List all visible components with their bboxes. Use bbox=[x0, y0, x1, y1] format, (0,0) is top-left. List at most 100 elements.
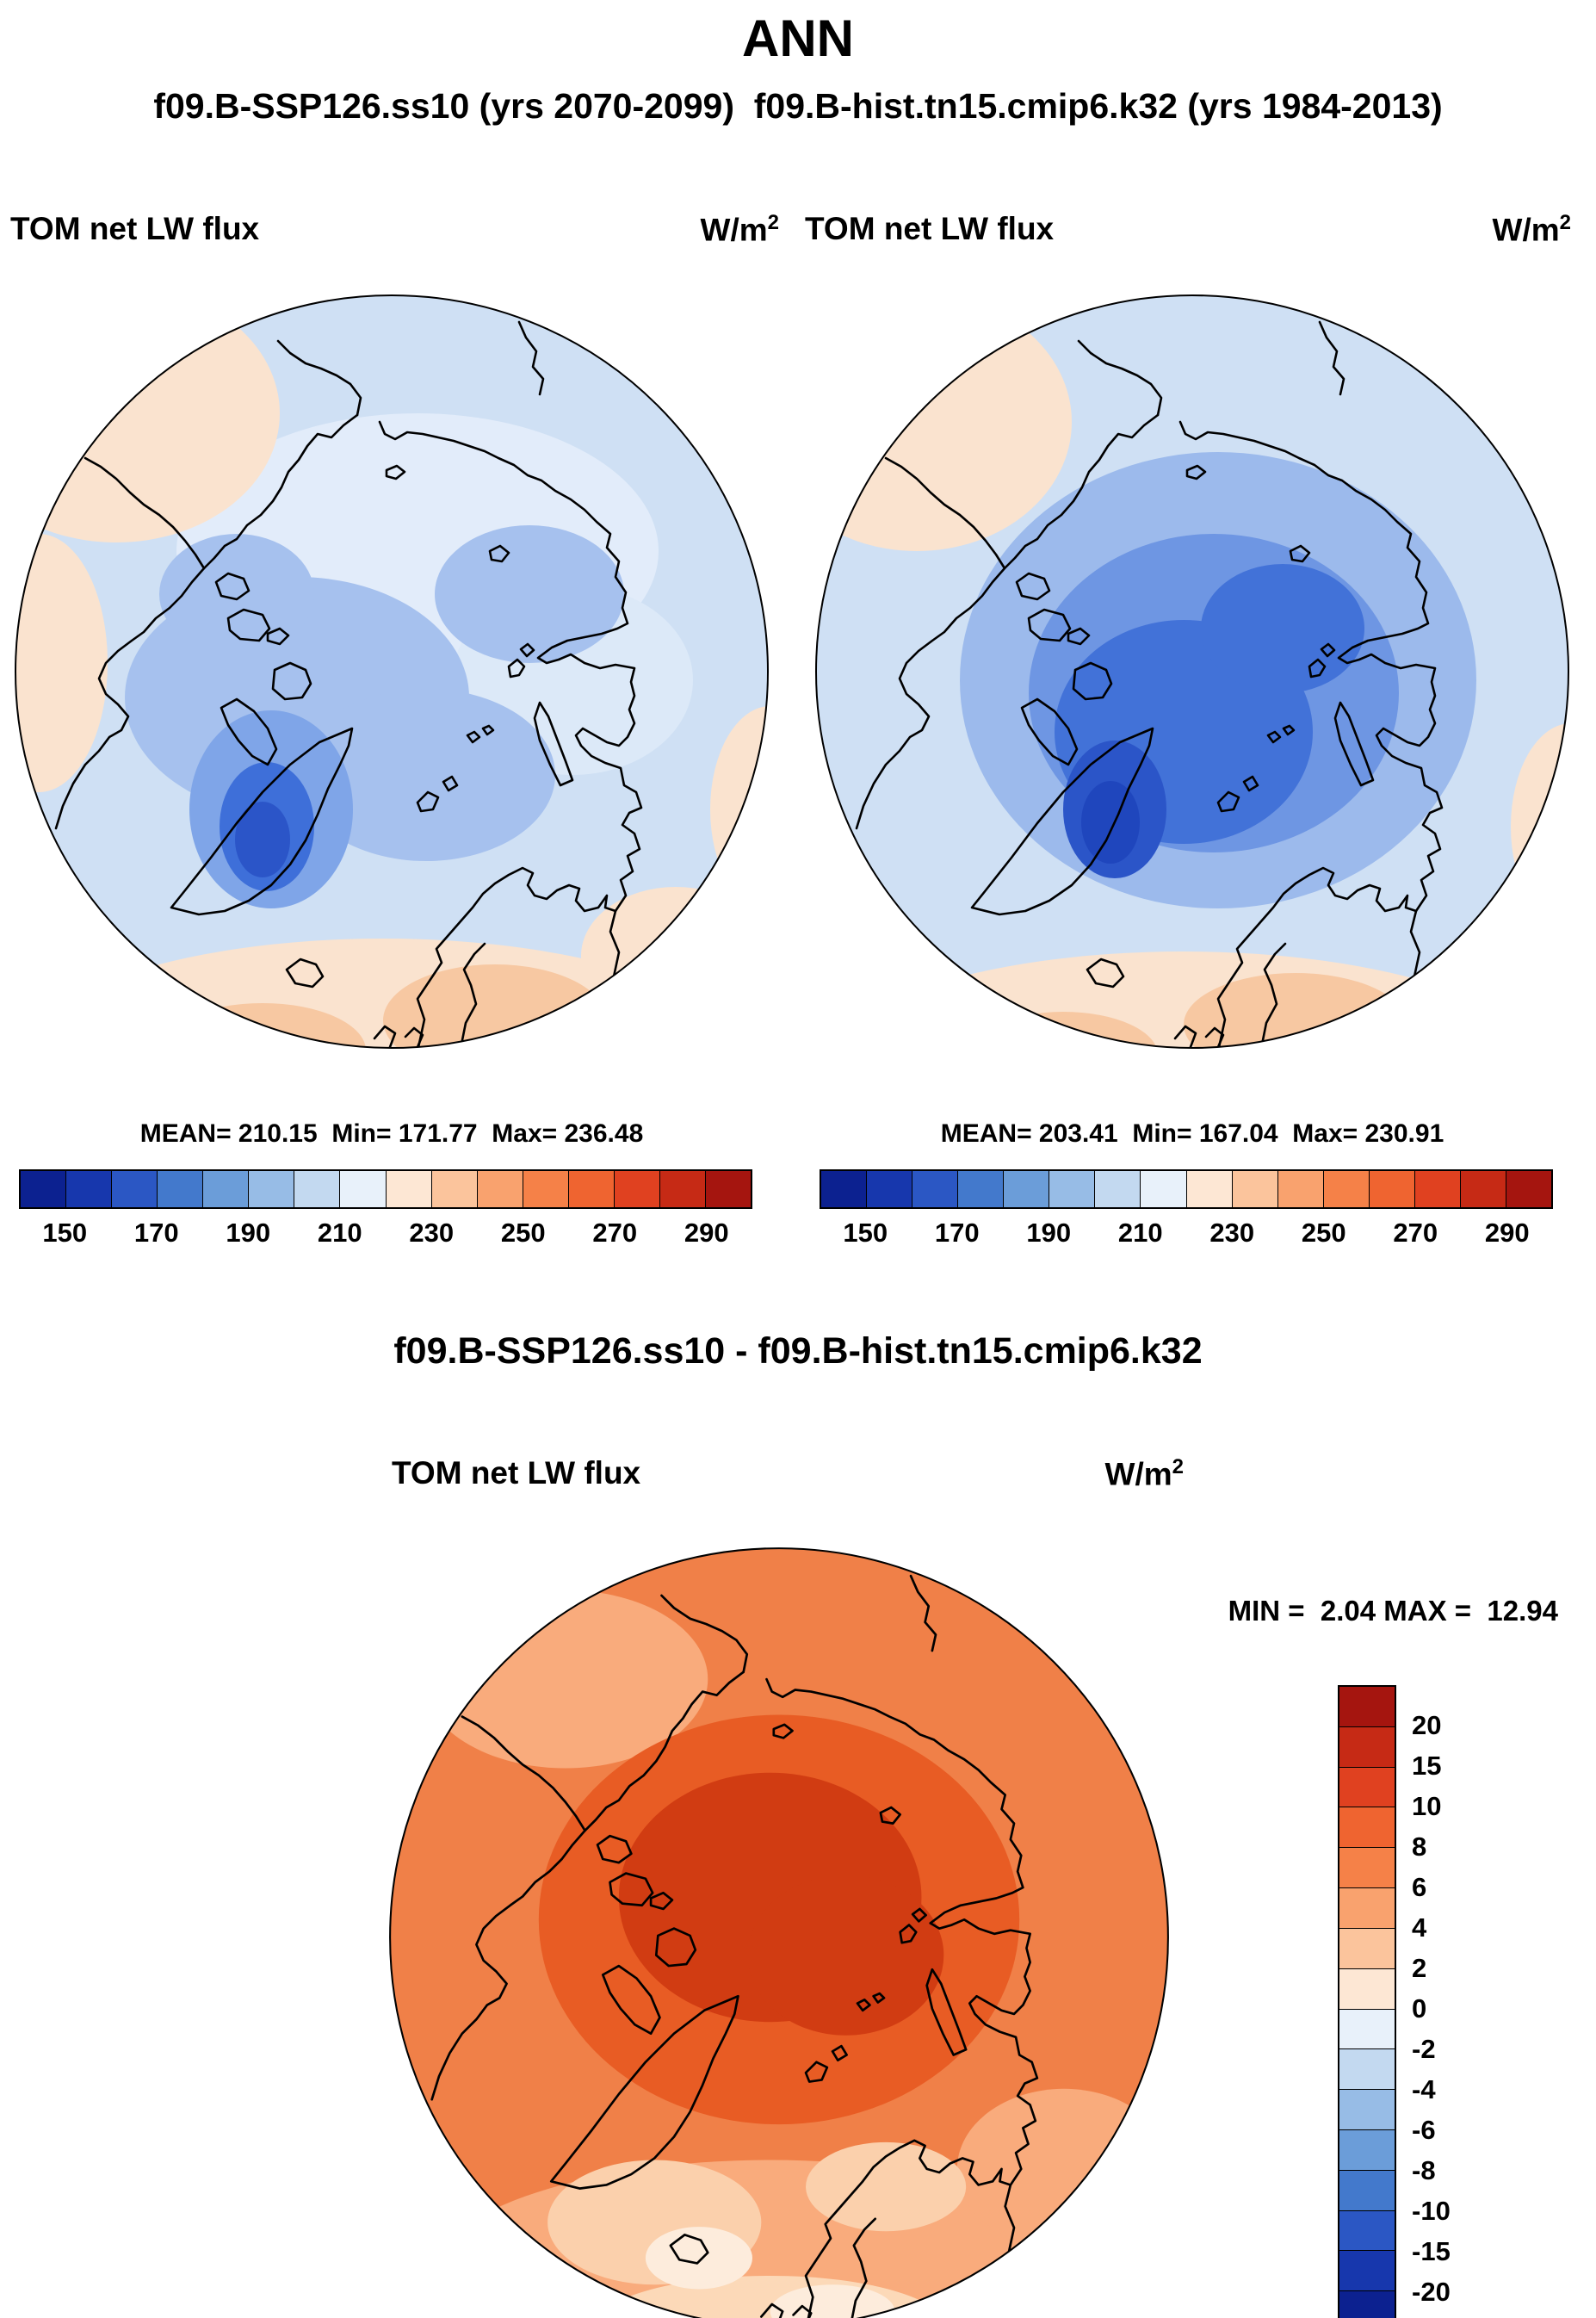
colorbar-tick-label: 4 bbox=[1412, 1912, 1427, 1943]
colorbar-cell bbox=[821, 1171, 868, 1207]
field-label-right: TOM net LW flux bbox=[805, 211, 1055, 246]
colorbar-tick-label: 270 bbox=[592, 1218, 638, 1248]
colorbar-cell bbox=[867, 1171, 913, 1207]
colorbar-vertical-diff bbox=[1338, 1685, 1396, 2318]
colorbar-cell bbox=[1004, 1171, 1050, 1207]
colorbar-cell bbox=[1049, 1171, 1096, 1207]
colorbar-tick-label: 15 bbox=[1412, 1751, 1442, 1781]
colorbar-cell bbox=[1232, 1171, 1278, 1207]
colorbar-cell bbox=[1339, 2049, 1395, 2091]
panel-header-left: TOM net LW flux W/m2 bbox=[10, 211, 779, 248]
colorbar-tick-label: -15 bbox=[1412, 2236, 1451, 2266]
colorbar-cell bbox=[1339, 2090, 1395, 2130]
colorbar-tick-label: -4 bbox=[1412, 2074, 1436, 2104]
colorbar-tick-label: -2 bbox=[1412, 2034, 1436, 2064]
colorbar-cell bbox=[1369, 1171, 1415, 1207]
colorbar-tick-label: 230 bbox=[409, 1218, 455, 1248]
colorbar-cell bbox=[958, 1171, 1005, 1207]
map-ssp126 bbox=[15, 294, 769, 1049]
colorbar-cell bbox=[203, 1171, 250, 1207]
colorbar-cell bbox=[1339, 1807, 1395, 1849]
colorbar-cell bbox=[66, 1171, 113, 1207]
map-boundary-circle bbox=[15, 294, 769, 1049]
colorbar-tick-label: 230 bbox=[1209, 1218, 1255, 1248]
colorbar-cell bbox=[659, 1171, 706, 1207]
colorbar-ticks-right: 150 170 190 210 230 250 270 290 bbox=[820, 1218, 1553, 1252]
colorbar-tick-label: 210 bbox=[1117, 1218, 1163, 1248]
colorbar-tick-label: 270 bbox=[1393, 1218, 1438, 1248]
colorbar-tick-label: 250 bbox=[1301, 1218, 1346, 1248]
colorbar-cell bbox=[21, 1171, 67, 1207]
colorbar-cell bbox=[523, 1171, 569, 1207]
colorbar-tick-label: 170 bbox=[934, 1218, 980, 1248]
colorbar-cell bbox=[1339, 2170, 1395, 2211]
flux-field-ssp126 bbox=[15, 295, 768, 1048]
map-boundary-circle bbox=[815, 294, 1569, 1049]
units-label-right: W/m2 bbox=[1492, 211, 1571, 248]
colorbar-tick-label: 8 bbox=[1412, 1831, 1427, 1862]
colorbar-cell bbox=[1277, 1171, 1324, 1207]
colorbar-cell bbox=[1339, 1928, 1395, 1969]
colorbar-cell bbox=[1506, 1171, 1551, 1207]
colorbar-cell bbox=[1323, 1171, 1370, 1207]
colorbar-cell bbox=[1339, 2129, 1395, 2171]
colorbar-cell bbox=[1141, 1171, 1187, 1207]
page-title: ANN bbox=[742, 9, 854, 67]
colorbar-cell bbox=[1339, 2251, 1395, 2292]
colorbar-cell bbox=[112, 1171, 158, 1207]
colorbar-cell bbox=[386, 1171, 432, 1207]
colorbar-cell bbox=[912, 1171, 959, 1207]
flux-field-diff bbox=[390, 1548, 1168, 2318]
colorbar-ticks-diff: 20 15 10 8 6 4 2 0 -2 -4 -6 -8 -10 -15 -20 bbox=[1412, 1685, 1489, 2318]
colorbar-tick-label: 150 bbox=[42, 1218, 88, 1248]
colorbar-cell bbox=[1339, 2009, 1395, 2050]
subtitle-runs: f09.B-SSP126.ss10 (yrs 2070-2099) f09.B-… bbox=[153, 86, 1443, 126]
colorbar-tick-label: 0 bbox=[1412, 1993, 1427, 2024]
panel-header-right: TOM net LW flux W/m2 bbox=[805, 211, 1571, 248]
colorbar-cell bbox=[1339, 2291, 1395, 2318]
colorbar-cell bbox=[1339, 1888, 1395, 1929]
colorbar-cell bbox=[705, 1171, 751, 1207]
map-boundary-circle bbox=[389, 1547, 1169, 2318]
colorbar-cell bbox=[431, 1171, 478, 1207]
stats-right: MEAN= 203.41 Min= 167.04 Max= 230.91 bbox=[940, 1119, 1444, 1148]
colorbar-ticks-left: 150 170 190 210 230 250 270 290 bbox=[19, 1218, 752, 1252]
colorbar-cell bbox=[1095, 1171, 1141, 1207]
units-label-left: W/m2 bbox=[700, 211, 779, 248]
colorbar-cell bbox=[1339, 1968, 1395, 2010]
colorbar-tick-label: -10 bbox=[1412, 2196, 1451, 2226]
colorbar-cell bbox=[294, 1171, 341, 1207]
colorbar-cell bbox=[158, 1171, 204, 1207]
units-label-diff: W/m2 bbox=[1104, 1455, 1184, 1492]
colorbar-tick-label: 2 bbox=[1412, 1953, 1427, 1983]
colorbar-tick-label: -20 bbox=[1412, 2277, 1451, 2307]
colorbar-cell bbox=[1339, 1726, 1395, 1768]
colorbar-tick-label: 290 bbox=[1484, 1218, 1530, 1248]
colorbar-cell bbox=[1339, 1848, 1395, 1889]
field-label-diff: TOM net LW flux bbox=[392, 1455, 641, 1491]
colorbar-cell bbox=[1460, 1171, 1506, 1207]
colorbar-tick-label: 190 bbox=[1026, 1218, 1072, 1248]
colorbar-cell bbox=[1186, 1171, 1233, 1207]
diff-title: f09.B-SSP126.ss10 - f09.B-hist.tn15.cmip… bbox=[393, 1330, 1203, 1372]
colorbar-tick-label: 170 bbox=[133, 1218, 179, 1248]
colorbar-cell bbox=[568, 1171, 615, 1207]
colorbar-cell bbox=[1339, 1687, 1395, 1727]
map-hist bbox=[815, 294, 1569, 1049]
colorbar-cell bbox=[1414, 1171, 1461, 1207]
colorbar-tick-label: 10 bbox=[1412, 1791, 1442, 1821]
flux-field-hist bbox=[816, 295, 1568, 1048]
colorbar-tick-label: 20 bbox=[1412, 1710, 1442, 1740]
colorbar-tick-label: 250 bbox=[500, 1218, 546, 1248]
colorbar-tick-label: -6 bbox=[1412, 2115, 1436, 2145]
colorbar-tick-label: 210 bbox=[317, 1218, 362, 1248]
colorbar-cell bbox=[340, 1171, 387, 1207]
map-diff bbox=[389, 1547, 1169, 2318]
colorbar-horizontal-right bbox=[820, 1169, 1553, 1209]
stats-diff: MIN = 2.04 MAX = 12.94 bbox=[1228, 1595, 1558, 1627]
colorbar-cell bbox=[614, 1171, 660, 1207]
colorbar-cell bbox=[1339, 2210, 1395, 2252]
panel-header-diff: TOM net LW flux W/m2 bbox=[392, 1455, 1184, 1492]
colorbar-cell bbox=[1339, 1767, 1395, 1808]
